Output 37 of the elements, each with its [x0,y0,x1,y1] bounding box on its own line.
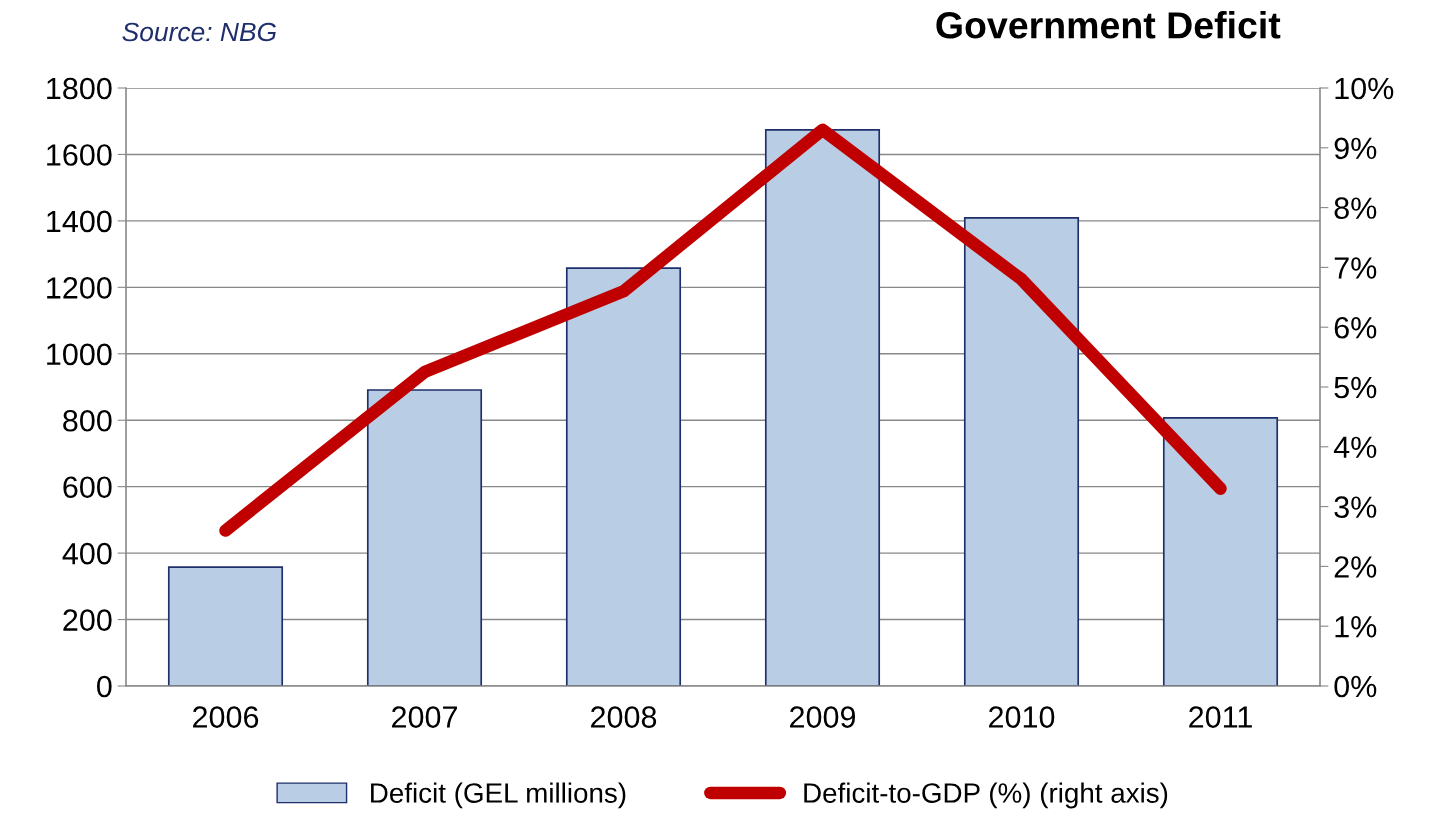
y2-tick-label: 8% [1334,197,1377,219]
y-tick-label: 600 [63,476,112,499]
x-tick-label: 2007 [392,706,457,728]
chart-title: Government Deficit [936,11,1281,39]
y-tick-label: 0 [97,675,112,698]
bar [565,267,682,686]
y-tick-label: 400 [62,542,112,565]
y2-tick-label: 10% [1335,77,1394,100]
y-tick-label: 200 [63,609,112,631]
y2-tick-label: 4% [1333,436,1377,459]
y-tick-label: 1400 [47,210,112,233]
x-tick-label: 2011 [1189,706,1252,728]
bar [1162,417,1279,686]
y2-tick-label: 7% [1334,257,1377,279]
y-tick-label: 1200 [47,277,112,299]
source-note: Source: NBG [122,22,276,42]
y-tick-label: 800 [63,409,112,432]
bar [963,217,1080,686]
y2-tick-label: 6% [1334,316,1377,339]
y2-tick-label: 3% [1334,496,1377,518]
y2-tick-label: 1% [1335,616,1377,638]
bar [764,129,881,686]
bar [366,389,483,686]
y-tick-label: 1600 [47,144,112,166]
y2-tick-label: 9% [1334,137,1377,160]
y2-tick-label: 2% [1334,556,1377,578]
y-tick-label: 1800 [47,77,112,100]
x-tick-label: 2009 [790,706,856,728]
x-tick-label: 2006 [193,706,259,728]
bar [167,566,284,686]
x-tick-label: 2008 [591,706,657,728]
y-tick-label: 1000 [47,343,112,366]
y2-tick-label: 5% [1334,376,1377,399]
legend-label: Deficit-to-GDP (%) (right axis) [804,782,1168,809]
y2-tick-label: 0% [1334,675,1377,698]
legend-label: Deficit (GEL millions) [371,782,626,809]
x-tick-label: 2010 [989,706,1055,728]
